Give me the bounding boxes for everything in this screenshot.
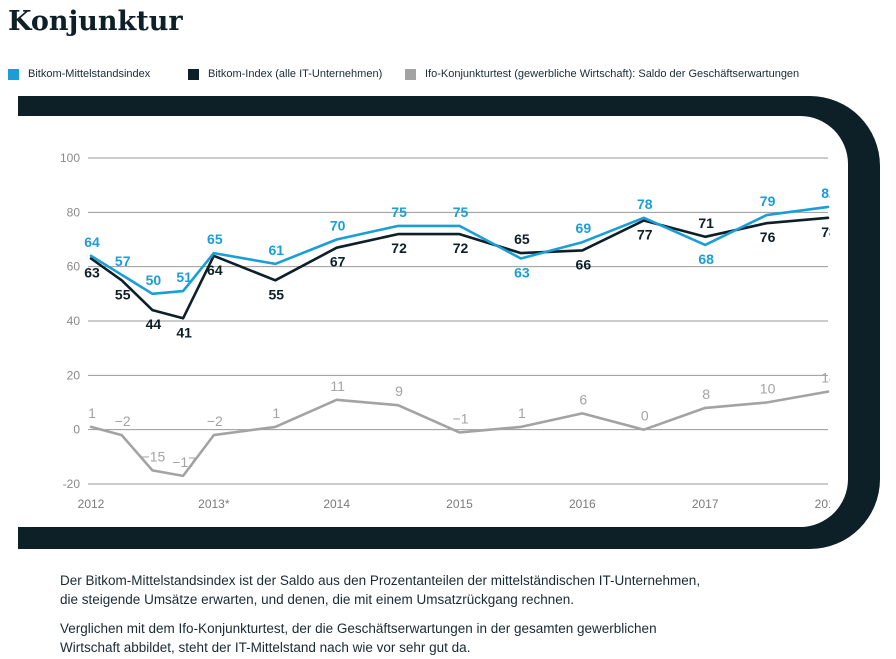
x-tick-label: 2012 bbox=[78, 497, 105, 511]
page-title: Konjunktur bbox=[8, 6, 183, 37]
description-line: die steigende Umsätze erwarten, und dene… bbox=[60, 592, 575, 607]
x-tick-label: 2016 bbox=[569, 497, 596, 511]
data-label-bitkom-index: 65 bbox=[514, 231, 530, 247]
data-label-mittelstandsindex: 50 bbox=[146, 272, 162, 288]
legend-swatch-mittelstandsindex bbox=[8, 69, 19, 80]
data-label-bitkom-index: 63 bbox=[84, 265, 100, 281]
y-tick-label: 0 bbox=[73, 423, 80, 437]
description-paragraph-2: Verglichen mit dem Ifo-Konjunkturtest, d… bbox=[60, 619, 820, 657]
x-tick-label: 2015 bbox=[446, 497, 473, 511]
x-tick-label: 2013* bbox=[198, 497, 230, 511]
data-label-bitkom-index: 72 bbox=[453, 240, 469, 256]
data-label-bitkom-index: 66 bbox=[576, 256, 592, 272]
data-label-mittelstandsindex: 64 bbox=[84, 234, 100, 250]
x-tick-label: 2017 bbox=[692, 497, 719, 511]
data-label-mittelstandsindex: 51 bbox=[176, 269, 192, 285]
data-label-bitkom-index: 78 bbox=[821, 224, 830, 240]
y-tick-label: 40 bbox=[67, 314, 81, 328]
data-label-bitkom-index: 55 bbox=[115, 286, 131, 302]
data-label-mittelstandsindex: 75 bbox=[453, 204, 469, 220]
data-label-ifo: 1 bbox=[518, 405, 526, 421]
data-label-ifo: 10 bbox=[760, 381, 776, 397]
legend-swatch-ifo bbox=[405, 69, 416, 80]
data-label-mittelstandsindex: 69 bbox=[576, 220, 592, 236]
series-line-bitkom-index bbox=[89, 216, 830, 320]
x-tick-label: 2018 bbox=[815, 497, 830, 511]
data-label-bitkom-index: 64 bbox=[207, 262, 223, 278]
legend-label-bitkom-index: Bitkom-Index (alle IT-Unternehmen) bbox=[208, 68, 383, 80]
data-label-mittelstandsindex: 79 bbox=[760, 193, 776, 209]
data-label-mittelstandsindex: 68 bbox=[698, 251, 714, 267]
data-label-mittelstandsindex: 75 bbox=[391, 204, 407, 220]
data-label-bitkom-index: 44 bbox=[146, 316, 162, 332]
data-label-bitkom-index: 67 bbox=[330, 254, 346, 270]
data-label-ifo: −1 bbox=[453, 410, 469, 426]
legend-label-ifo: Ifo-Konjunkturtest (gewerbliche Wirtscha… bbox=[425, 68, 800, 80]
data-label-bitkom-index: 41 bbox=[176, 324, 192, 340]
description-line: Wirtschaft abbildet, steht der IT-Mittel… bbox=[60, 640, 471, 655]
data-label-ifo: −2 bbox=[207, 413, 223, 429]
y-tick-label: 100 bbox=[60, 151, 80, 165]
data-label-ifo: 1 bbox=[272, 405, 280, 421]
x-tick-label: 2014 bbox=[323, 497, 350, 511]
data-label-bitkom-index: 71 bbox=[698, 215, 714, 231]
data-label-mittelstandsindex: 70 bbox=[330, 218, 346, 234]
description-line: Der Bitkom-Mittelstandsindex ist der Sal… bbox=[60, 573, 701, 588]
description-line: Verglichen mit dem Ifo-Konjunkturtest, d… bbox=[60, 621, 657, 636]
legend-swatch-bitkom-index bbox=[188, 69, 199, 80]
data-label-bitkom-index: 76 bbox=[760, 229, 776, 245]
data-label-mittelstandsindex: 57 bbox=[115, 253, 131, 269]
data-label-ifo: 6 bbox=[579, 391, 587, 407]
data-label-ifo: 14 bbox=[821, 370, 830, 386]
data-label-ifo: −2 bbox=[115, 413, 131, 429]
data-label-ifo: 1 bbox=[88, 405, 96, 421]
data-label-ifo: 8 bbox=[702, 386, 710, 402]
data-label-bitkom-index: 72 bbox=[391, 240, 407, 256]
data-label-ifo: −17 bbox=[172, 454, 196, 470]
data-label-mittelstandsindex: 63 bbox=[514, 265, 530, 281]
y-tick-label: 60 bbox=[67, 260, 81, 274]
data-label-ifo: −15 bbox=[142, 448, 166, 464]
data-label-mittelstandsindex: 78 bbox=[637, 196, 653, 212]
data-label-bitkom-index: 55 bbox=[268, 286, 284, 302]
y-tick-label: 20 bbox=[67, 368, 81, 382]
series-line-mittelstandsindex bbox=[89, 205, 830, 296]
y-tick-label: 80 bbox=[67, 205, 81, 219]
data-label-mittelstandsindex: 61 bbox=[268, 242, 284, 258]
y-tick-label: -20 bbox=[63, 477, 81, 491]
data-label-mittelstandsindex: 82 bbox=[821, 185, 830, 201]
description-paragraph-1: Der Bitkom-Mittelstandsindex ist der Sal… bbox=[60, 571, 820, 609]
legend-label-mittelstandsindex: Bitkom-Mittelstandsindex bbox=[28, 68, 151, 80]
data-label-bitkom-index: 77 bbox=[637, 226, 653, 242]
series-line-ifo bbox=[89, 390, 830, 478]
data-label-ifo: 9 bbox=[395, 383, 403, 399]
data-label-ifo: 11 bbox=[330, 378, 345, 394]
data-label-ifo: 0 bbox=[641, 408, 649, 424]
data-label-mittelstandsindex: 65 bbox=[207, 231, 223, 247]
